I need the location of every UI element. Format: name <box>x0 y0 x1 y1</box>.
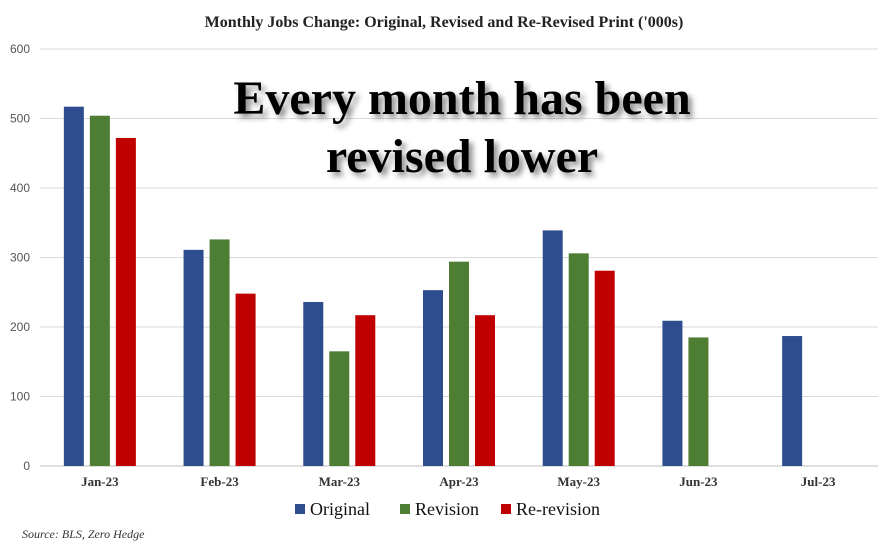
legend-swatch-revision <box>400 504 410 514</box>
bar-revision-mar-23 <box>329 351 350 466</box>
x-tick-label: Mar-23 <box>319 474 361 489</box>
bar-original-apr-23 <box>423 290 443 466</box>
legend: Original Revision Re-revision <box>295 499 600 519</box>
annotation: Every month has been revised lower <box>233 72 690 183</box>
y-tick-label: 200 <box>10 320 30 334</box>
legend-swatch-original <box>295 504 305 514</box>
x-axis-labels: Jan-23 Feb-23 Mar-23 Apr-23 May-23 Jun-23 Jul-… <box>81 474 836 489</box>
legend-label-re-revision: Re-revision <box>516 499 600 519</box>
x-tick-label: Jan-23 <box>81 474 119 489</box>
x-tick-label: Feb-23 <box>200 474 239 489</box>
annotation-line-2: revised lower <box>326 130 598 183</box>
y-tick-label: 100 <box>10 390 30 404</box>
bar-revision-may-23 <box>568 253 589 466</box>
x-tick-label: Apr-23 <box>439 474 479 489</box>
legend-swatch-re-revision <box>501 504 511 514</box>
bars <box>63 106 803 466</box>
x-tick-label: Jun-23 <box>679 474 718 489</box>
y-tick-label: 400 <box>10 181 30 195</box>
annotation-line-1: Every month has been <box>233 72 690 125</box>
y-tick-label: 500 <box>10 112 30 126</box>
bar-re-revision-feb-23 <box>235 293 256 466</box>
y-tick-label: 600 <box>10 42 30 56</box>
bar-re-revision-jan-23 <box>115 137 136 466</box>
bar-re-revision-may-23 <box>594 270 615 466</box>
bar-re-revision-apr-23 <box>475 315 495 466</box>
bar-revision-jun-23 <box>688 337 709 466</box>
source-note: Source: BLS, Zero Hedge <box>22 527 145 541</box>
legend-label-revision: Revision <box>415 499 479 519</box>
bar-re-revision-mar-23 <box>355 315 376 466</box>
y-tick-label: 0 <box>23 459 30 473</box>
y-axis-ticks: 0 100 200 300 400 500 600 <box>10 42 30 473</box>
x-tick-label: May-23 <box>557 474 600 489</box>
x-tick-label: Jul-23 <box>801 474 836 489</box>
y-tick-label: 300 <box>10 251 30 265</box>
bar-revision-feb-23 <box>209 239 230 466</box>
bar-original-jun-23 <box>662 320 683 466</box>
bar-original-mar-23 <box>303 301 324 466</box>
bar-original-may-23 <box>542 230 563 466</box>
bar-original-jan-23 <box>63 106 84 466</box>
legend-label-original: Original <box>310 499 370 519</box>
bar-revision-jan-23 <box>89 115 110 466</box>
chart-title: Monthly Jobs Change: Original, Revised a… <box>205 14 684 31</box>
bar-revision-apr-23 <box>449 261 469 466</box>
bar-original-feb-23 <box>183 249 204 466</box>
bar-original-jul-23 <box>782 336 803 466</box>
